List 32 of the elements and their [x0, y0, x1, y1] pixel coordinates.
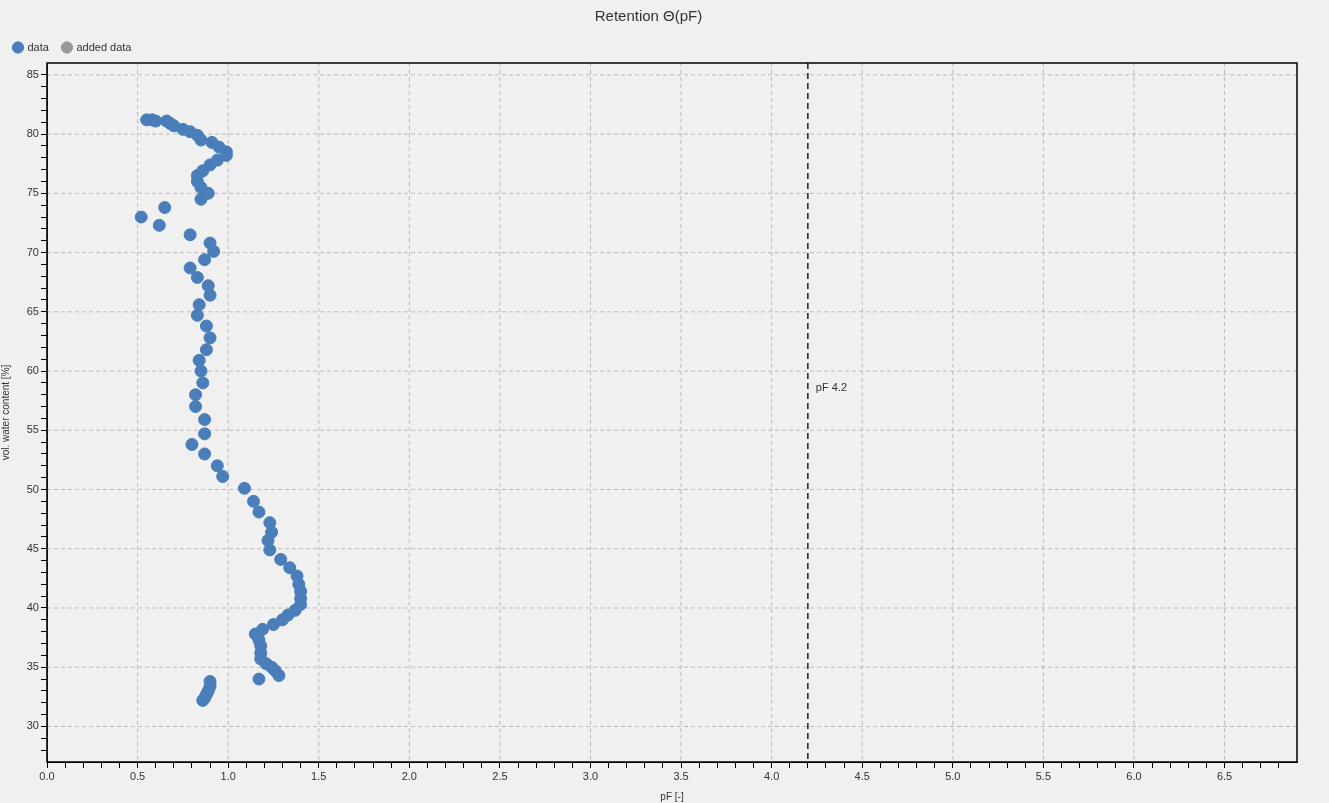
x-axis-title: pF [-]	[660, 790, 684, 802]
x-tick-label: 1.0	[220, 769, 236, 782]
y-tick-label: 70	[26, 245, 39, 258]
x-tick-label: 0.0	[39, 769, 55, 782]
y-tick-label: 35	[26, 660, 39, 673]
x-tick-label: 2.0	[401, 769, 417, 782]
y-tick-label: 75	[26, 186, 39, 199]
y-tick-label: 40	[26, 601, 39, 614]
y-tick-label: 65	[26, 304, 39, 317]
y-tick-label: 60	[26, 364, 39, 377]
y-tick-label: 45	[26, 541, 39, 554]
x-tick-label: 3.0	[582, 769, 599, 782]
x-tick-label: 5.0	[945, 769, 961, 782]
x-tick-label: 1.5	[311, 769, 327, 782]
x-tick-label: 4.5	[854, 769, 870, 782]
x-tick-label: 2.5	[492, 769, 508, 782]
ref-line-label: pF 4.2	[815, 380, 848, 393]
y-tick-label: 85	[26, 67, 39, 80]
x-tick-label: 4.0	[763, 769, 780, 782]
x-tick-label: 6.5	[1216, 769, 1233, 782]
y-tick-label: 55	[26, 423, 39, 436]
y-axis-title: vol. water content [%]	[0, 364, 11, 461]
y-tick-label: 80	[26, 127, 39, 140]
x-tick-label: 5.5	[1035, 769, 1052, 782]
x-tick-label: 0.5	[129, 769, 146, 782]
legend-label: data	[27, 40, 50, 53]
x-tick-label: 6.0	[1126, 769, 1142, 782]
y-tick-label: 50	[26, 482, 39, 495]
legend-label: added data	[76, 40, 133, 53]
x-tick-label: 3.5	[673, 769, 689, 782]
chart-title: Retention Θ(pF)	[594, 7, 703, 25]
y-tick-label: 30	[26, 719, 39, 732]
